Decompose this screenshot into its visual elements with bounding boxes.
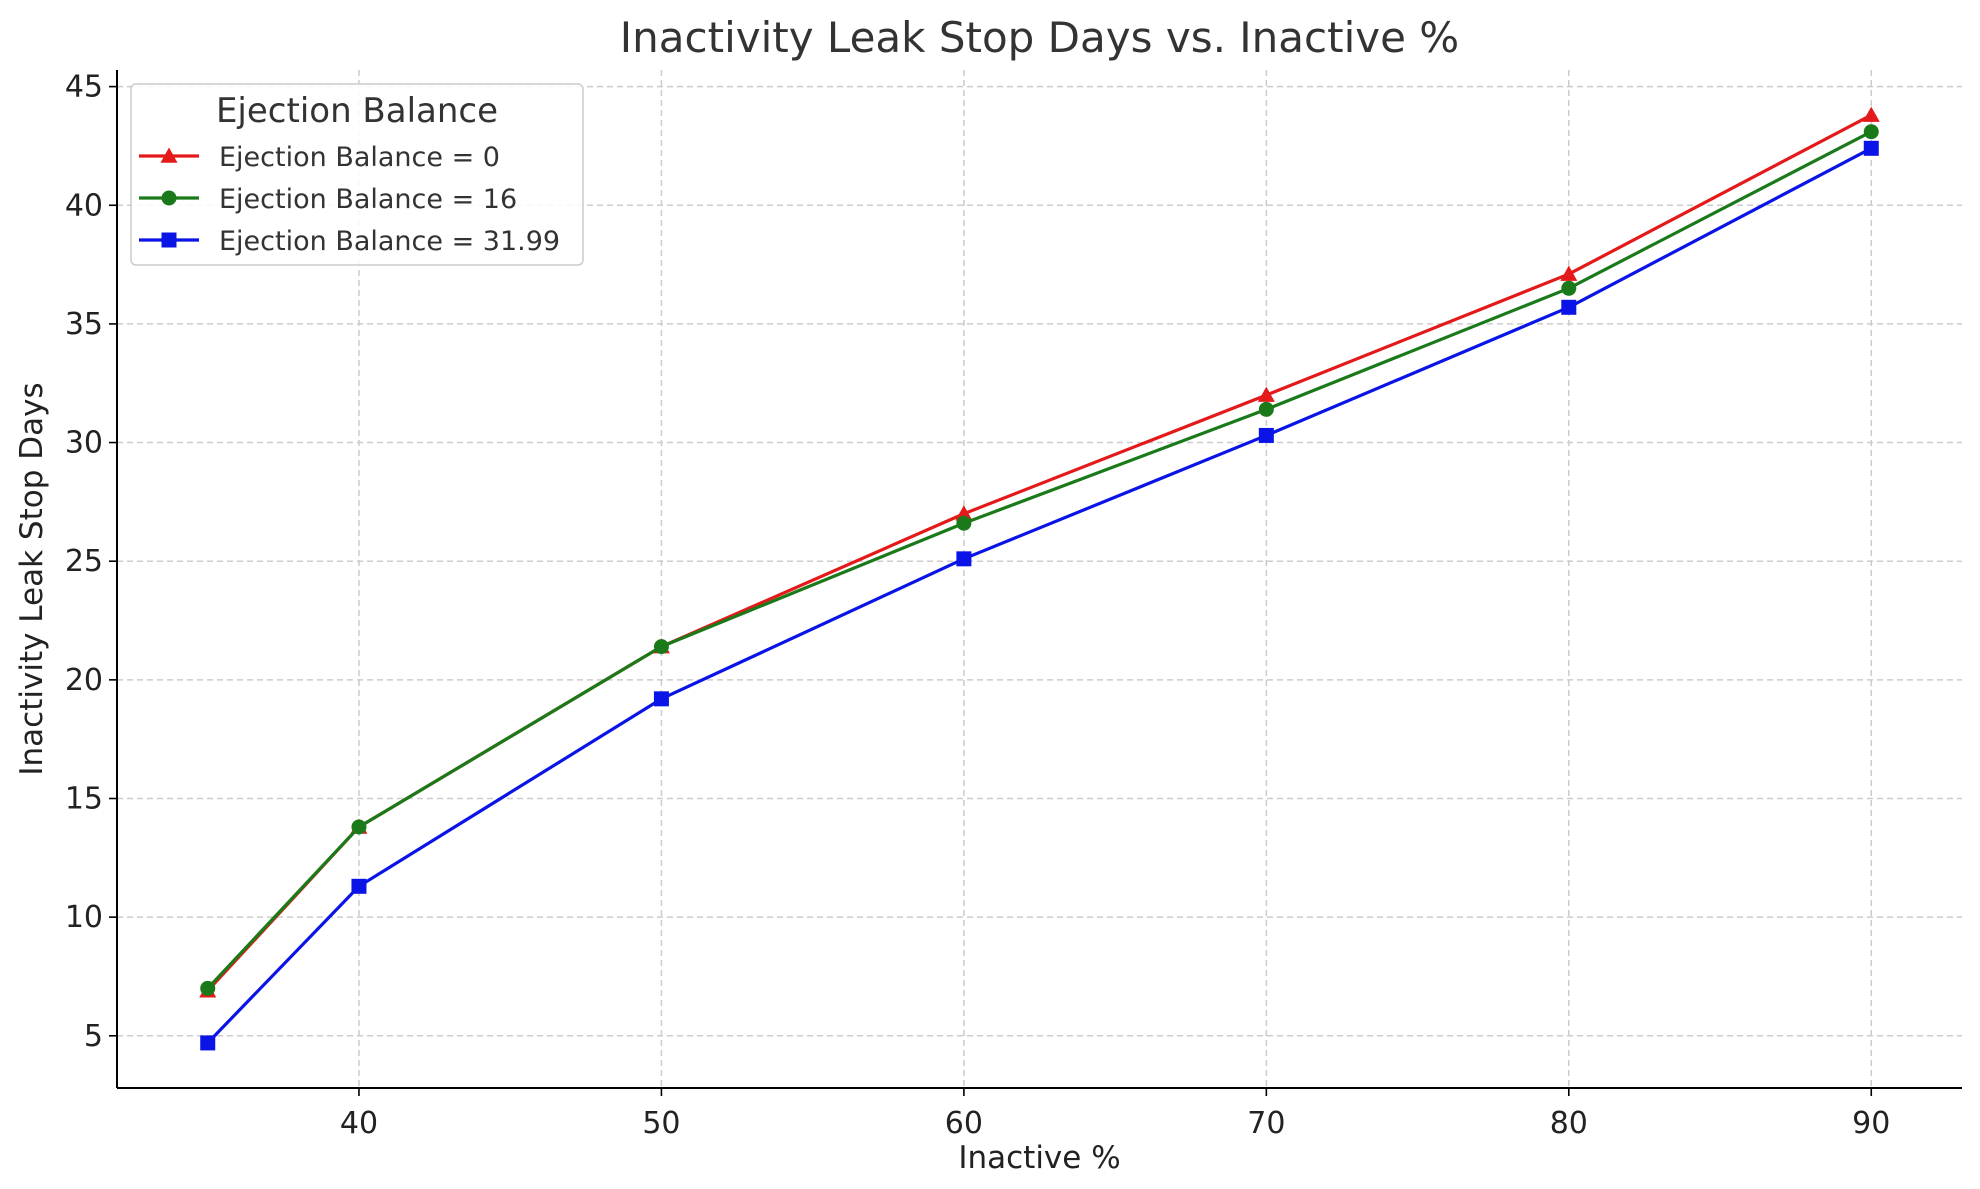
legend-entry: Ejection Balance = 0 [139,142,500,173]
legend-title: Ejection Balance [216,91,498,131]
y-tick-label: 40 [65,188,103,223]
grid [117,70,1962,1088]
data-point [1863,140,1879,156]
data-point [351,878,367,894]
x-tick-label: 40 [340,1106,378,1141]
legend-entry: Ejection Balance = 31.99 [139,226,560,257]
data-point [1258,427,1274,443]
data-point [1862,106,1880,122]
data-point [200,1035,216,1051]
data-point [653,691,669,707]
y-tick-label: 35 [65,307,103,342]
data-point [1863,124,1879,140]
y-axis-label: Inactivity Leak Stop Days [14,382,50,775]
data-point [351,819,367,835]
data-point [1257,386,1275,402]
data-point [1258,401,1274,417]
legend-marker [160,147,178,163]
legend-marker [161,190,177,206]
x-tick-label: 50 [642,1106,680,1141]
chart-title: Inactivity Leak Stop Days vs. Inactive % [620,13,1459,62]
data-point [1561,280,1577,296]
y-tick-label: 25 [65,544,103,579]
y-tick-label: 5 [84,1019,103,1054]
legend-label: Ejection Balance = 0 [219,142,500,173]
y-tick-label: 30 [65,426,103,461]
x-tick-label: 60 [945,1106,983,1141]
y-tick-label: 10 [65,900,103,935]
y-tick-label: 45 [65,70,103,105]
legend: Ejection Balance Ejection Balance = 0 Eje… [130,83,584,266]
series-3 [200,140,1879,1051]
labels: Inactivity Leak Stop Days vs. Inactive %… [14,13,1459,1176]
y-tick-label: 20 [65,663,103,698]
y-tick-label: 15 [65,781,103,816]
series-2 [200,124,1879,996]
x-tick-label: 90 [1852,1106,1890,1141]
legend-label: Ejection Balance = 16 [219,184,517,215]
data-point [956,515,972,531]
x-axis-label: Inactive % [958,1140,1120,1176]
data-point [1561,299,1577,315]
x-tick-label: 70 [1247,1106,1285,1141]
data-point [653,639,669,655]
legend-label: Ejection Balance = 31.99 [219,226,560,257]
x-tick-label: 80 [1550,1106,1588,1141]
data-point [956,551,972,567]
data-point [955,505,973,521]
data-point [1560,265,1578,281]
series-plot [199,106,1880,1051]
axes: 40 50 60 70 80 90 5 10 15 20 25 30 35 40 45 [65,70,1962,1141]
legend-entry: Ejection Balance = 16 [139,184,517,215]
data-point [200,980,216,996]
legend-marker [161,232,177,248]
legend-box [130,83,584,266]
